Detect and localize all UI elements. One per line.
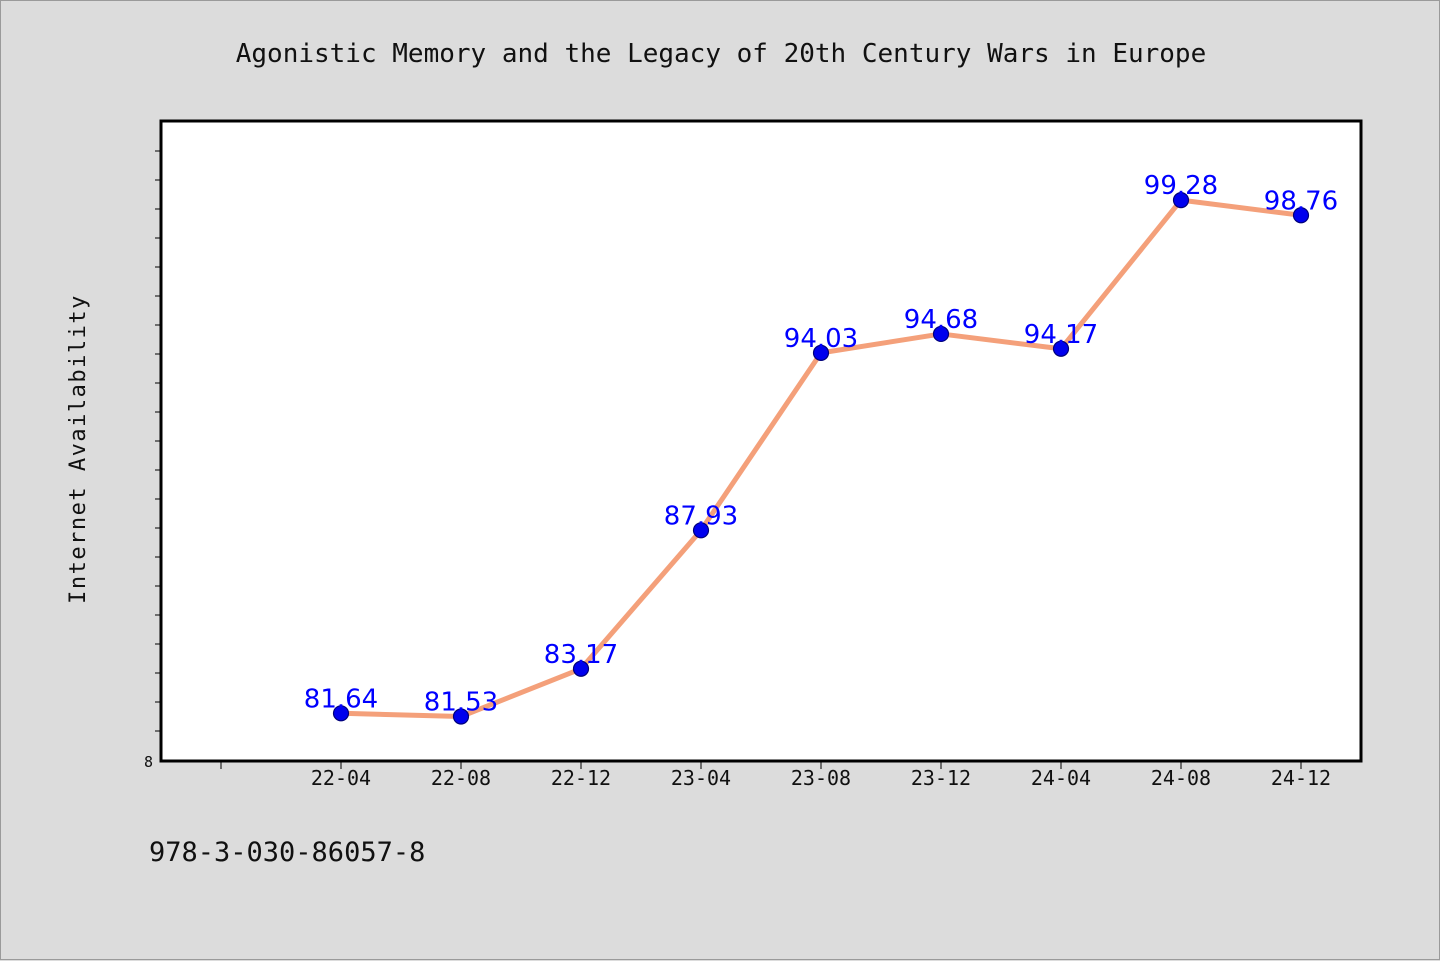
data-point — [932, 325, 950, 343]
data-label: 87.93 — [664, 501, 738, 531]
y-axis-ticks: 8 — [144, 150, 161, 771]
x-tick-label: 22-04 — [311, 766, 371, 790]
data-point — [452, 708, 470, 725]
x-axis-ticks: 22-04 22-08 22-12 23-04 23-08 23-12 24-04 24-08… — [220, 761, 1331, 790]
y-axis-label: Internet Availability — [66, 294, 91, 604]
data-label: 81.64 — [304, 684, 378, 714]
data-point — [1292, 207, 1310, 224]
x-tick-label: 24-08 — [1151, 766, 1211, 790]
data-label: 99.28 — [1144, 171, 1218, 201]
x-tick-label: 23-08 — [791, 766, 851, 790]
series-layer: 81.64 81.53 83.17 87.93 94.03 94.68 94.17 99.28… — [304, 171, 1338, 725]
data-label: 94.03 — [784, 324, 858, 354]
data-point — [1172, 192, 1190, 209]
data-point — [812, 344, 830, 361]
data-point — [332, 705, 350, 722]
chart-title: Agonistic Memory and the Legacy of 20th … — [236, 39, 1207, 69]
data-point — [1052, 340, 1070, 357]
x-tick-label: 23-12 — [911, 766, 971, 790]
x-tick-label: 24-12 — [1271, 766, 1331, 790]
data-label: 98.76 — [1264, 186, 1338, 216]
x-tick-label: 24-04 — [1031, 766, 1091, 790]
x-tick-label: 23-04 — [671, 766, 731, 790]
data-label: 81.53 — [424, 687, 498, 717]
data-point — [692, 522, 710, 539]
isbn-label: 978-3-030-86057-8 — [149, 837, 426, 868]
data-label: 83.17 — [544, 640, 618, 670]
data-point — [572, 660, 590, 677]
x-tick-label: 22-08 — [431, 766, 491, 790]
data-label: 94.68 — [904, 305, 978, 335]
data-label: 94.17 — [1024, 320, 1098, 350]
x-tick-label: 22-12 — [551, 766, 611, 790]
y-tick-label: 8 — [144, 753, 153, 771]
